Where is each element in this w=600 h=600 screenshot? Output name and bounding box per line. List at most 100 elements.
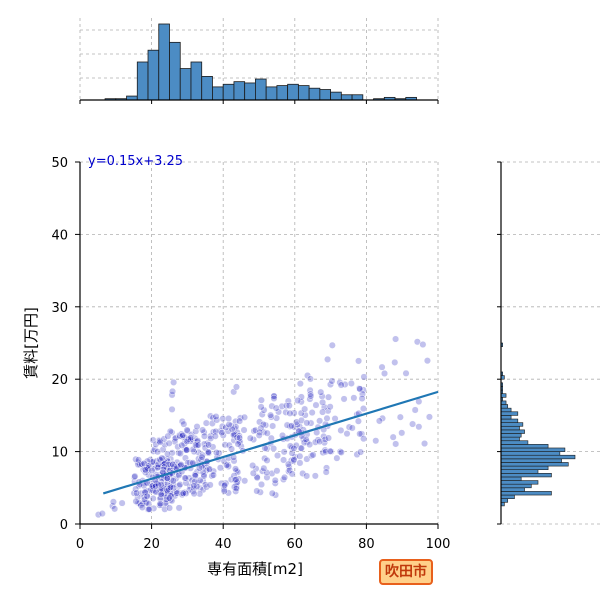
scatter-point (236, 417, 244, 425)
scatter-point (263, 456, 271, 464)
scatter-point (177, 461, 185, 469)
right-hist-bar (500, 404, 509, 409)
scatter-point (284, 397, 292, 405)
scatter-point (227, 445, 236, 453)
scatter-point (192, 427, 200, 435)
top-hist-bar (276, 85, 289, 101)
top-hist-bar (201, 76, 213, 101)
scatter-point (227, 422, 235, 430)
scatter-point (200, 432, 208, 440)
scatter-point (317, 388, 325, 396)
top-hist-bar (308, 87, 321, 101)
scatter-point (176, 449, 184, 458)
scatter-point (272, 491, 280, 499)
scatter-point (236, 434, 244, 442)
scatter-point (193, 468, 201, 476)
scatter-point (190, 482, 198, 490)
scatter-point (118, 499, 126, 507)
x-tick-label: 40 (215, 537, 232, 552)
x-tick-labels: 0 20 40 60 80 100 (76, 537, 451, 552)
scatter-point (257, 480, 266, 489)
scatter-point (165, 439, 173, 447)
scatter-point (337, 426, 345, 434)
scatter-point (328, 341, 336, 349)
top-hist-bar (244, 82, 256, 101)
scatter-point (271, 479, 279, 487)
right-marginal-histogram (497, 161, 576, 525)
scatter-points (94, 335, 433, 519)
scatter-point (232, 487, 240, 495)
scatter-point (233, 433, 241, 441)
right-hist-bar (500, 436, 520, 442)
scatter-point (234, 440, 242, 448)
right-hist-bar (500, 444, 549, 449)
scatter-point (241, 477, 249, 485)
x-tick-label: 20 (143, 537, 160, 552)
axes (75, 161, 439, 529)
scatter-point (322, 468, 330, 476)
scatter-point (175, 482, 183, 490)
scatter-point (326, 403, 334, 411)
scatter-point (303, 472, 311, 480)
scatter-point (411, 406, 419, 414)
scatter-point (333, 454, 341, 462)
scatter-point (168, 405, 176, 413)
scatter-point (165, 494, 173, 502)
scatter-point (165, 504, 174, 512)
right-hist-bar (500, 454, 576, 460)
scatter-point (183, 426, 191, 434)
scatter-point (169, 477, 177, 485)
scatter-point (152, 488, 160, 496)
scatter-point (173, 489, 181, 497)
scatter-point (154, 448, 162, 456)
grid-layer (79, 18, 600, 525)
right-hist-bar (500, 469, 539, 474)
right-hist-bar (500, 393, 507, 398)
scatter-point (216, 464, 224, 472)
scatter-point (191, 478, 199, 486)
scatter-point (240, 426, 248, 434)
scatter-point (249, 461, 257, 470)
scatter-point (375, 417, 383, 425)
right-hist-bar (500, 440, 529, 445)
scatter-point (380, 369, 389, 378)
x-tick-label: 100 (426, 537, 451, 552)
scatter-point (391, 358, 399, 366)
y-tick-label: 30 (51, 301, 68, 316)
scatter-point (205, 441, 213, 449)
right-hist-bar (500, 494, 515, 499)
scatter-point (172, 434, 180, 442)
scatter-point (192, 441, 200, 449)
scatter-point (193, 482, 201, 490)
scatter-point (290, 456, 298, 464)
scatter-point (319, 408, 327, 416)
right-hist-bar (500, 476, 522, 481)
top-hist-bar (222, 83, 235, 101)
scatter-point (209, 467, 218, 475)
scatter-point (392, 335, 400, 343)
top-hist-bar (158, 23, 170, 101)
scatter-point (207, 434, 215, 442)
scatter-point (286, 442, 294, 450)
scatter-point (141, 488, 149, 496)
scatter-point (223, 461, 231, 469)
scatter-point (158, 454, 166, 462)
scatter-point (355, 357, 363, 365)
scatter-point (326, 380, 335, 389)
scatter-point (204, 448, 212, 456)
right-hist-bar (500, 447, 566, 452)
scatter-point (169, 460, 177, 469)
scatter-point (164, 450, 172, 458)
scatter-point (232, 484, 240, 493)
top-hist-bar (265, 86, 278, 101)
scatter-point (289, 457, 297, 465)
right-hist-bar (500, 462, 569, 467)
scatter-point (273, 467, 281, 475)
scatter-point (356, 430, 364, 438)
top-hist-bar (136, 61, 149, 101)
scatter-point (316, 417, 324, 425)
scatter-point (257, 403, 265, 411)
scatter-point (196, 490, 204, 498)
scatter-point (221, 481, 229, 489)
scatter-point (174, 443, 182, 451)
